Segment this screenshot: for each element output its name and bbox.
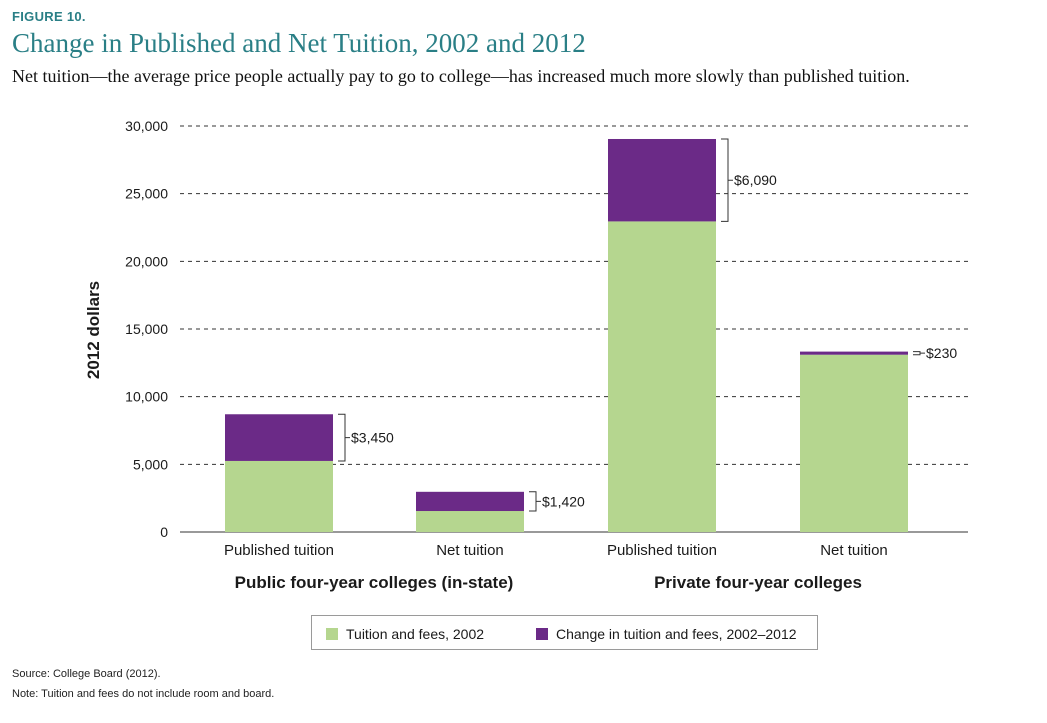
bar-change-2002-2012 xyxy=(800,351,908,355)
x-category-label: Published tuition xyxy=(607,542,717,559)
y-tick-label: 25,000 xyxy=(125,186,168,202)
bar-base-2002 xyxy=(225,460,333,532)
legend-item-base: Tuition and fees, 2002 xyxy=(326,626,484,642)
y-tick-label: 10,000 xyxy=(125,389,168,405)
source-note: Source: College Board (2012). xyxy=(12,668,161,680)
change-bracket xyxy=(913,351,925,356)
chart-subtitle: Net tuition—the average price people act… xyxy=(12,66,910,86)
change-bracket xyxy=(721,138,733,222)
y-tick-label: 30,000 xyxy=(125,118,168,134)
change-bracket xyxy=(529,491,541,512)
bar-change-2002-2012 xyxy=(225,414,333,461)
legend-swatch-base xyxy=(326,628,338,640)
chart-title: Change in Published and Net Tuition, 200… xyxy=(12,28,586,58)
y-axis-label: 2012 dollars xyxy=(84,281,103,379)
x-category-label: Net tuition xyxy=(436,542,504,559)
bar-base-2002 xyxy=(608,221,716,532)
x-category-label: Net tuition xyxy=(820,542,888,559)
y-tick-label: 15,000 xyxy=(125,321,168,337)
bar-base-2002 xyxy=(800,354,908,532)
x-category-label: Published tuition xyxy=(224,542,334,559)
y-tick-label: 5,000 xyxy=(133,456,168,472)
bar-base-2002 xyxy=(416,511,524,532)
bar-change-2002-2012 xyxy=(608,138,716,222)
legend: Tuition and fees, 2002 Change in tuition… xyxy=(311,615,818,650)
group-label: Public four-year colleges (in-state) xyxy=(235,573,514,592)
x-axis-categories: Published tuition Net tuition Published tu… xyxy=(224,542,888,559)
change-bracket xyxy=(338,413,350,462)
change-annotations: $3,450 $1,420 $6,090 $230 xyxy=(338,138,957,512)
group-label: Private four-year colleges xyxy=(654,573,862,592)
footnote: Note: Tuition and fees do not include ro… xyxy=(12,688,275,700)
bar-chart: 0 5,000 10,000 15,000 20,000 25,000 30,000 201… xyxy=(84,118,968,592)
y-axis-ticks: 0 5,000 10,000 15,000 20,000 25,000 30,000 xyxy=(125,118,168,540)
change-label: $230 xyxy=(926,345,957,361)
group-labels: Public four-year colleges (in-state) Priv… xyxy=(235,573,862,592)
legend-item-change: Change in tuition and fees, 2002–2012 xyxy=(536,626,797,642)
figure-label: FIGURE 10. xyxy=(12,9,86,24)
change-label: $3,450 xyxy=(351,430,394,446)
y-tick-label: 0 xyxy=(160,524,168,540)
bars xyxy=(225,138,908,532)
legend-label-base: Tuition and fees, 2002 xyxy=(346,626,485,642)
legend-label-change: Change in tuition and fees, 2002–2012 xyxy=(556,626,797,642)
bar-change-2002-2012 xyxy=(416,491,524,512)
legend-swatch-change xyxy=(536,628,548,640)
change-label: $6,090 xyxy=(734,172,777,188)
change-label: $1,420 xyxy=(542,493,585,509)
y-tick-label: 20,000 xyxy=(125,253,168,269)
